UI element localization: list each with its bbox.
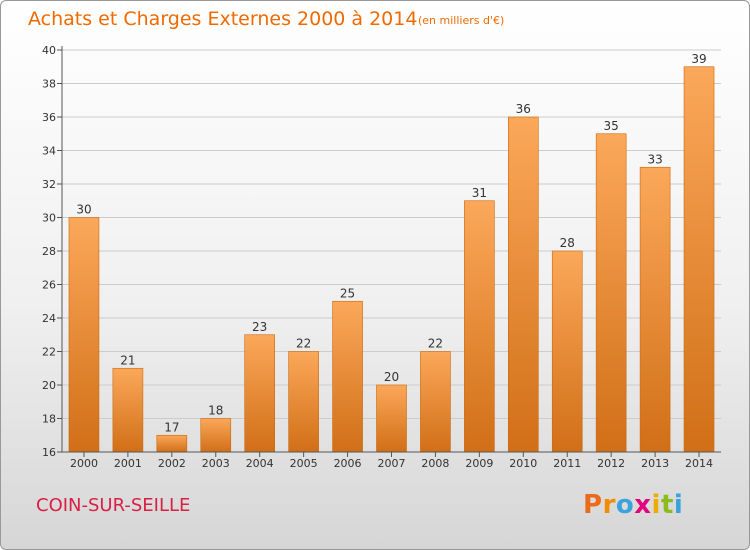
x-tick-label: 2011: [553, 457, 581, 470]
y-tick-label: 18: [42, 413, 56, 426]
bar-2007: [376, 384, 407, 453]
value-label: 33: [647, 152, 662, 166]
bar-2002: [156, 434, 188, 453]
x-tick-label: 2001: [114, 457, 142, 470]
y-tick-label: 32: [42, 178, 56, 191]
value-label: 20: [384, 370, 399, 384]
bar-2000: [68, 217, 100, 453]
y-tick-label: 28: [42, 245, 56, 258]
bar-2010: [507, 116, 539, 453]
logo-letter: i: [651, 490, 661, 520]
x-tick-label: 2004: [246, 457, 274, 470]
value-label: 25: [340, 286, 355, 300]
proxiti-logo: Proxiti: [583, 490, 683, 520]
bar-2013: [639, 166, 671, 453]
bar-2011: [551, 250, 583, 453]
value-label: 36: [516, 102, 531, 116]
y-tick-label: 40: [42, 44, 56, 57]
bar-2006: [332, 300, 363, 453]
y-tick-label: 36: [42, 111, 56, 124]
y-tick-label: 38: [42, 78, 56, 91]
x-tick-label: 2010: [509, 457, 537, 470]
value-label: 21: [120, 353, 135, 367]
x-tick-label: 2000: [70, 457, 98, 470]
labels: 16 18 20 22 24 26 28 30 32 34 36 38 40 30 2000 21 2001 17…: [42, 44, 713, 470]
y-tick-label: 26: [42, 279, 56, 292]
bar-2001: [112, 367, 144, 453]
logo-letter: r: [602, 490, 616, 520]
x-tick-label: 2005: [290, 457, 318, 470]
value-label: 22: [428, 337, 443, 351]
x-tick-label: 2007: [378, 457, 406, 470]
y-tick-label: 20: [42, 379, 56, 392]
value-label: 18: [208, 404, 223, 418]
x-tick-label: 2012: [597, 457, 625, 470]
x-tick-label: 2003: [202, 457, 230, 470]
bar-2014: [683, 66, 715, 453]
x-tick-label: 2009: [465, 457, 493, 470]
bar-2008: [420, 351, 451, 453]
logo-letter: o: [615, 490, 635, 520]
logo-letter: t: [660, 490, 674, 520]
x-tick-label: 2008: [421, 457, 449, 470]
bar-2005: [288, 351, 319, 453]
y-tick-label: 30: [42, 212, 56, 225]
logo-letter: x: [634, 490, 652, 520]
value-label: 31: [472, 186, 487, 200]
logo-letter: P: [583, 490, 603, 520]
value-label: 35: [604, 119, 619, 133]
x-tick-label: 2006: [334, 457, 362, 470]
x-tick-label: 2002: [158, 457, 186, 470]
y-tick-label: 24: [42, 312, 56, 325]
value-label: 39: [691, 52, 706, 66]
bar-2004: [244, 334, 275, 453]
chart-unit: (en milliers d'€): [418, 14, 505, 27]
value-label: 28: [560, 236, 575, 250]
bars: [68, 66, 715, 453]
y-tick-label: 22: [42, 346, 56, 359]
x-tick-label: 2014: [685, 457, 713, 470]
y-tick-label: 16: [42, 446, 56, 459]
bar-2009: [464, 200, 495, 453]
value-label: 30: [76, 203, 91, 217]
value-label: 23: [252, 320, 267, 334]
bar-2003: [200, 418, 232, 453]
bar-2012: [595, 133, 627, 453]
value-label: 22: [296, 337, 311, 351]
value-label: 17: [164, 420, 179, 434]
chart-title: Achats et Charges Externes 2000 à 2014: [28, 8, 418, 30]
x-tick-label: 2013: [641, 457, 669, 470]
location-name: COIN-SUR-SEILLE: [36, 495, 191, 516]
logo-letter: i: [673, 490, 684, 520]
axes: [57, 46, 721, 457]
y-tick-label: 34: [42, 145, 56, 158]
